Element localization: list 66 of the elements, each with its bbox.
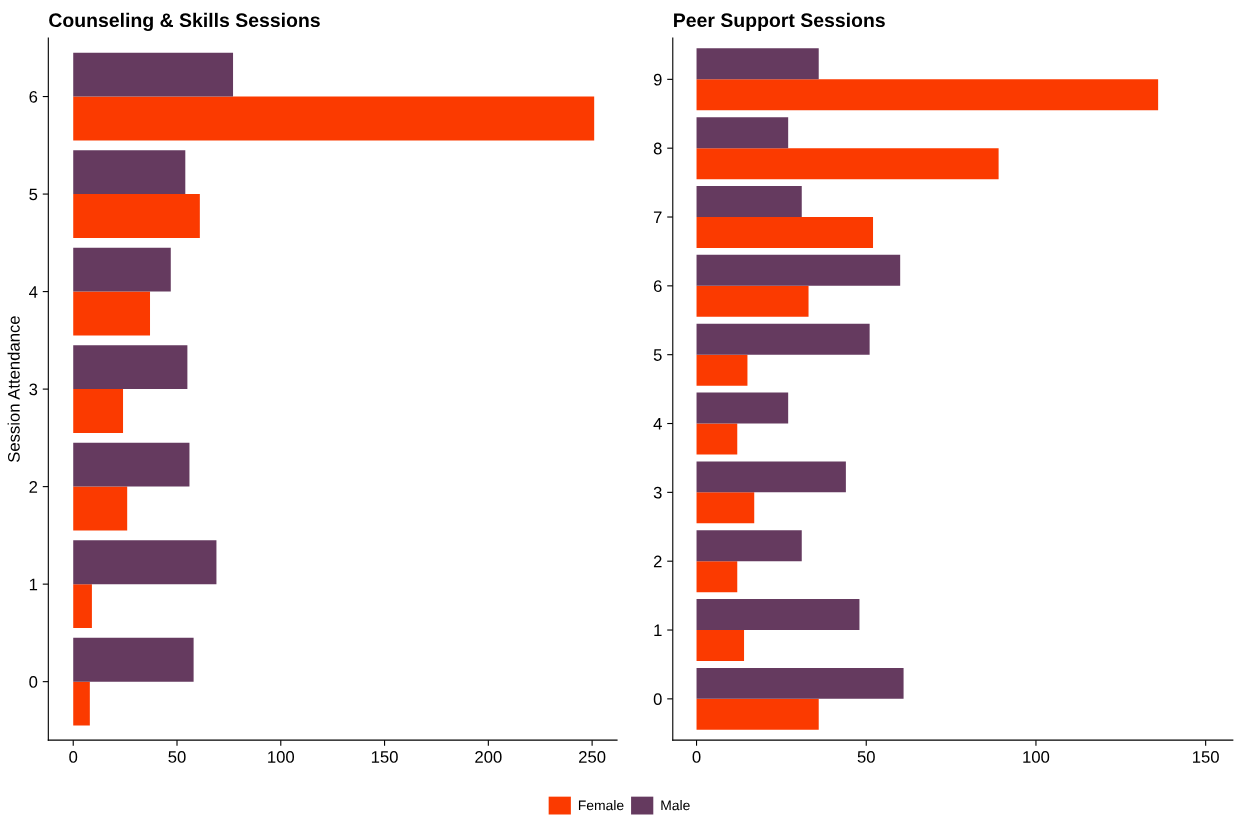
bar [73,194,200,238]
bar [696,630,745,661]
x-tick-label: 0 [69,751,78,763]
x-tick-label: 100 [268,751,295,763]
legend-label: Female [578,800,624,811]
bar [73,584,92,629]
bar [696,599,860,631]
y-tick-label: 6 [29,90,38,103]
bar [73,681,90,726]
y-tick-label: 7 [653,211,662,224]
chart-title: Counseling & Skills Sessions [49,12,320,32]
y-tick-label: 2 [29,481,38,493]
bar [696,48,819,80]
y-tick-label: 2 [653,555,662,568]
bar [696,186,802,218]
bar [696,492,755,524]
bar [73,442,190,487]
bar [696,354,748,386]
y-tick-label: 6 [653,280,662,293]
x-tick-label: 250 [579,751,606,763]
bar [73,637,194,682]
bar [696,254,901,286]
bar [73,247,171,292]
bar [73,291,151,336]
y-tick-label: 5 [653,349,662,361]
bar [73,540,217,585]
bar [73,96,595,141]
bar [73,52,234,97]
x-tick-label: 200 [475,751,502,763]
x-tick-label: 150 [371,751,398,763]
y-tick-label: 3 [653,486,662,499]
y-tick-label: 0 [29,676,38,688]
y-tick-label: 4 [29,286,38,298]
bar [696,530,802,562]
bar [73,486,128,531]
y-tick-label: 1 [654,624,662,637]
x-tick-label: 150 [1193,751,1219,763]
bar [696,392,789,424]
x-tick-label: 50 [857,751,875,763]
bar [696,461,846,493]
bar [696,285,809,317]
x-tick-label: 0 [692,751,701,763]
bar [696,148,999,180]
x-tick-label: 50 [168,751,186,763]
x-tick-label: 100 [1023,751,1050,763]
bar [696,698,819,730]
bar [696,217,874,248]
bar [696,423,738,455]
y-tick-label: 0 [653,693,662,706]
bar [696,79,1159,111]
y-tick-label: 8 [653,142,662,155]
y-tick-label: 5 [29,188,38,201]
y-tick-label: 1 [29,578,38,591]
legend-label: Male [661,800,690,811]
bar [73,389,124,433]
bar [73,150,186,195]
bar [696,561,738,593]
bar [696,667,904,699]
y-tick-label: 9 [653,73,662,86]
chart-title: Peer Support Sessions [674,12,885,31]
y-tick-label: 4 [653,418,662,430]
y-tick-label: 3 [29,383,38,396]
bar [696,117,789,149]
y-axis-title: Session Attendance [7,316,20,463]
bar [73,345,188,390]
bar [696,323,870,355]
